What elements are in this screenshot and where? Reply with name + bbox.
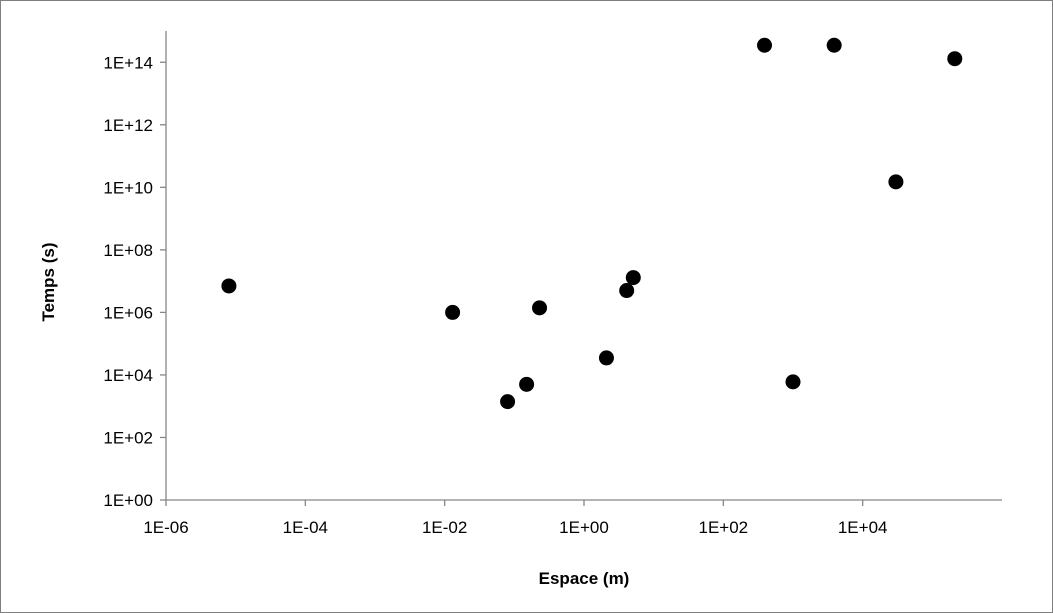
y-axis-title: Temps (s) [39, 242, 58, 321]
data-point [221, 278, 237, 294]
x-tick-label: 1E+04 [838, 518, 888, 537]
x-tick-label: 1E-06 [143, 518, 188, 537]
data-point [888, 174, 904, 190]
x-tick-label: 1E+00 [559, 518, 609, 537]
y-tick-label: 1E+00 [103, 491, 153, 510]
x-axis-ticks: 1E-06 1E-04 1E-02 1E+00 1E+02 1E+04 [143, 500, 887, 537]
data-points [221, 37, 963, 410]
x-tick-label: 1E-04 [283, 518, 328, 537]
y-tick-label: 1E+02 [103, 428, 153, 447]
data-point [826, 37, 842, 53]
data-point [598, 350, 614, 366]
data-point [757, 37, 773, 53]
y-tick-label: 1E+08 [103, 241, 153, 260]
y-tick-label: 1E+06 [103, 303, 153, 322]
x-tick-label: 1E+02 [699, 518, 749, 537]
x-axis-title: Espace (m) [539, 569, 630, 588]
y-tick-label: 1E+04 [103, 366, 153, 385]
data-point [519, 376, 535, 392]
data-point [532, 300, 548, 316]
data-point [785, 374, 801, 390]
data-point [625, 270, 641, 286]
y-tick-label: 1E+10 [103, 178, 153, 197]
axes [165, 31, 1002, 501]
data-point [500, 394, 516, 410]
y-tick-label: 1E+12 [103, 116, 153, 135]
x-tick-label: 1E-02 [422, 518, 467, 537]
data-point [619, 283, 635, 299]
data-point [445, 304, 461, 320]
y-tick-label: 1E+14 [103, 53, 153, 72]
y-axis-ticks: 1E+00 1E+02 1E+04 1E+06 1E+08 1E+10 1E+12 1E+14 [103, 53, 166, 510]
data-point [947, 51, 963, 67]
